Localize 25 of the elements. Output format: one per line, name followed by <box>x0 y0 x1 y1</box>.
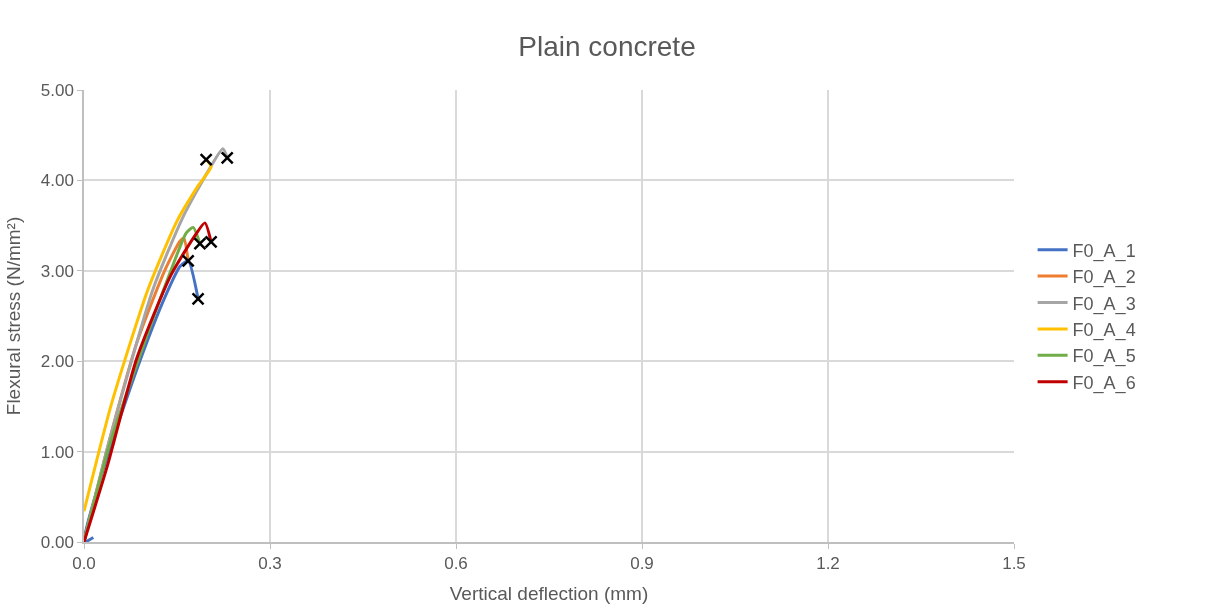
legend-label: F0_A_6 <box>1072 372 1136 394</box>
x-axis-title: Vertical deflection (mm) <box>449 583 649 605</box>
y-tick-label: 5.00 <box>40 80 74 100</box>
y-tick-label: 1.00 <box>40 442 74 462</box>
point <box>191 292 205 306</box>
x-tick-label: 0.9 <box>630 554 654 574</box>
legend-label: F0_A_4 <box>1072 319 1136 341</box>
point <box>220 151 234 165</box>
y-tick-label: 4.00 <box>40 171 74 191</box>
y-tick-label: 3.00 <box>40 261 74 281</box>
x-tick-label: 1.2 <box>816 554 840 574</box>
point <box>199 152 213 167</box>
x-tick-label: 0.3 <box>258 554 282 574</box>
legend-label: F0_A_2 <box>1072 267 1136 289</box>
chart-title: Plain concrete <box>518 31 696 63</box>
legend-label: F0_A_5 <box>1072 346 1136 368</box>
y-tick-label: 0.00 <box>40 532 74 552</box>
point <box>181 254 195 268</box>
legend-label: F0_A_3 <box>1072 293 1136 315</box>
y-axis-title: Flexural stress (N/mm²) <box>3 216 25 416</box>
x-tick-label: 0.6 <box>444 554 468 574</box>
legend-label: F0_A_1 <box>1072 240 1136 262</box>
x-tick-label: 1.5 <box>1002 554 1026 574</box>
y-tick-label: 2.00 <box>40 352 74 372</box>
x-tick-label: 0.0 <box>72 554 96 574</box>
